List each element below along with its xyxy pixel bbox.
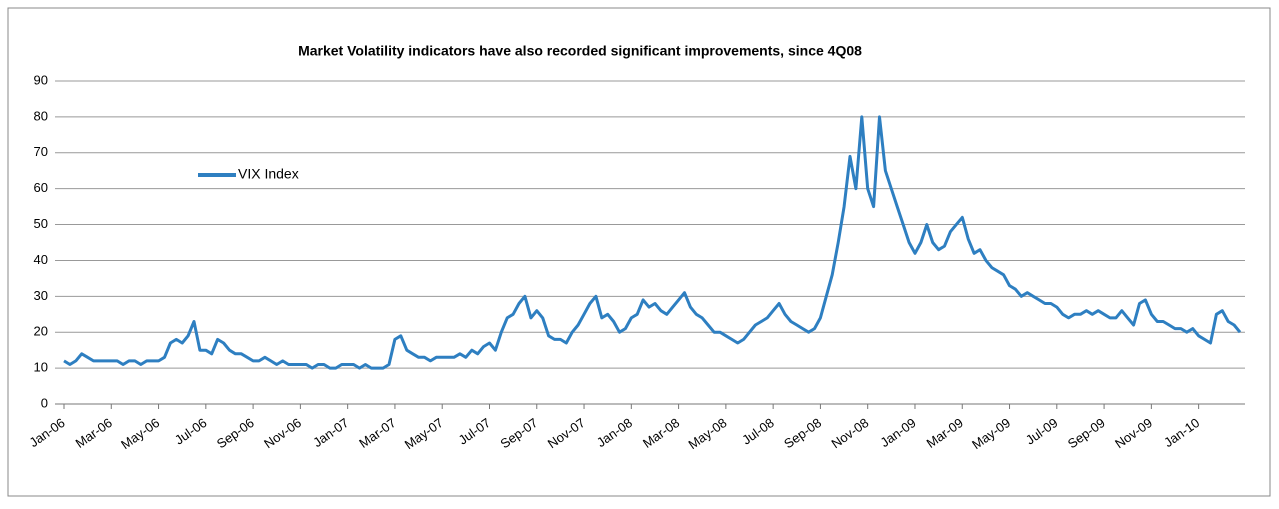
y-tick-label: 10 (34, 360, 48, 375)
y-tick-label: 50 (34, 216, 48, 231)
series-line (63, 115, 1242, 370)
y-tick-label: 60 (34, 180, 48, 195)
chart-frame (7, 7, 1271, 497)
y-tick-label: 70 (34, 144, 48, 159)
y-tick-label: 30 (34, 288, 48, 303)
y-tick-label: 20 (34, 324, 48, 339)
y-tick-label: 0 (41, 395, 48, 410)
y-tick-label: 40 (34, 252, 48, 267)
legend-label: VIX Index (238, 166, 299, 182)
y-tick-label: 90 (34, 72, 48, 87)
chart-title: Market Volatility indicators have also r… (298, 43, 862, 59)
y-tick-label: 80 (34, 108, 48, 123)
